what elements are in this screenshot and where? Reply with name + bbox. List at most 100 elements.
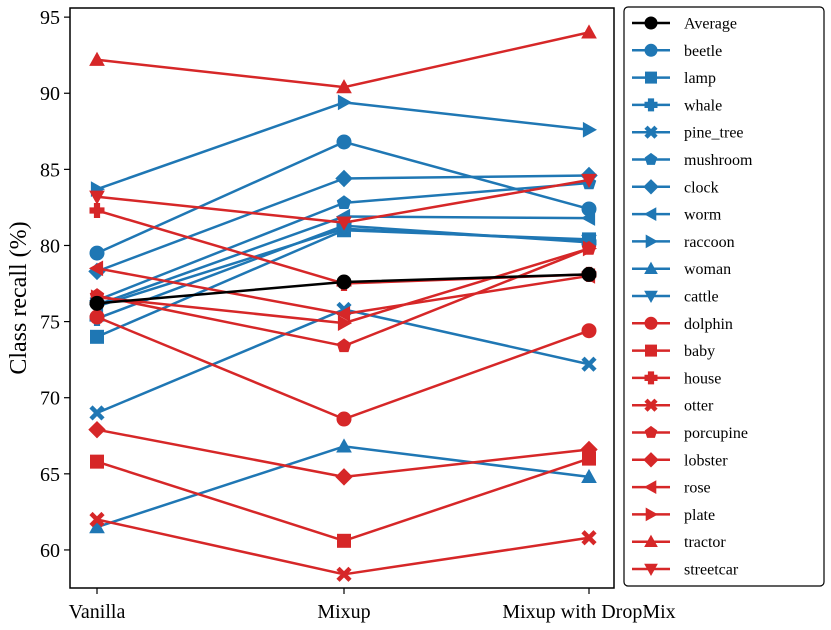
series-streetcar	[89, 173, 597, 231]
legend-item-lamp: lamp	[632, 70, 716, 87]
legend-label: porcupine	[684, 425, 748, 442]
legend-marker	[644, 16, 658, 30]
legend-label: rose	[684, 480, 711, 497]
data-point-rose	[88, 260, 104, 277]
legend-label: lamp	[684, 70, 716, 87]
legend-marker	[645, 234, 659, 249]
y-tick-label: 80	[40, 235, 60, 257]
legend: Average beetle lamp whale pine_tree mushroom c…	[623, 6, 825, 587]
y-tick-label: 60	[40, 540, 60, 562]
legend-marker	[644, 98, 658, 112]
data-point-rose	[335, 306, 351, 322]
legend-item-beetle: beetle	[632, 43, 722, 60]
series-tractor	[89, 24, 597, 94]
data-point-lobster	[335, 468, 353, 486]
series-baby	[90, 451, 596, 548]
legend-item-pine-tree: pine_tree	[632, 125, 744, 142]
data-point-otter	[89, 511, 105, 528]
data-point-beetle	[89, 245, 105, 261]
legend-item-house: house	[632, 370, 721, 387]
legend-item-woman: woman	[632, 261, 731, 278]
data-point-plate	[337, 315, 353, 331]
data-point-tractor	[581, 24, 597, 39]
data-point-lobster	[580, 440, 598, 459]
data-point-clock	[335, 169, 353, 188]
legend-marker	[645, 507, 659, 522]
legend-marker	[644, 261, 658, 274]
data-point-woman	[581, 468, 597, 483]
legend-label: house	[684, 370, 721, 387]
data-point-lobster	[88, 420, 106, 439]
legend-marker	[644, 371, 658, 385]
x-tick-label: Vanilla	[69, 601, 126, 623]
series-lobster	[88, 420, 598, 486]
legend-marker	[644, 425, 658, 438]
series-otter	[89, 511, 597, 582]
y-tick-label: 65	[40, 464, 60, 486]
legend-marker	[644, 398, 658, 412]
legend-label: pine_tree	[684, 125, 744, 142]
data-point-otter	[336, 566, 352, 582]
data-point-streetcar	[89, 190, 105, 205]
data-point-woman	[89, 519, 105, 534]
data-point-baby	[90, 454, 104, 469]
data-point-dolphin	[581, 323, 597, 339]
series-line-tractor	[96, 31, 590, 89]
legend-label: tractor	[684, 534, 726, 551]
legend-item-cattle: cattle	[632, 289, 719, 306]
legend-item-lobster: lobster	[632, 452, 728, 469]
legend-label: whale	[684, 97, 722, 114]
data-point-mushroom	[336, 195, 352, 210]
series-average	[89, 266, 597, 311]
series-line-cattle	[96, 227, 590, 308]
legend-item-plate: plate	[632, 507, 715, 524]
legend-marker	[644, 290, 658, 304]
legend-marker	[643, 452, 659, 468]
legend-item-whale: whale	[632, 97, 722, 114]
legend-label: clock	[684, 179, 719, 196]
legend-label: streetcar	[684, 562, 739, 579]
legend-item-clock: clock	[632, 179, 719, 196]
legend-label: plate	[684, 507, 715, 524]
data-point-plate	[582, 240, 598, 257]
series-dolphin	[89, 309, 597, 427]
legend-label: otter	[684, 398, 714, 415]
data-point-average	[89, 295, 105, 311]
legend-item-otter: otter	[632, 398, 714, 415]
data-point-dolphin	[336, 411, 352, 427]
data-point-pine-tree	[89, 405, 105, 421]
plot-frame	[69, 7, 615, 589]
y-tick-label: 90	[40, 83, 60, 105]
series-beetle	[89, 134, 597, 261]
series-layer	[88, 24, 598, 582]
legend-label: dolphin	[684, 316, 733, 333]
x-tick-label: Mixup	[317, 601, 370, 623]
y-tick-label: 75	[40, 312, 60, 334]
legend-label: raccoon	[684, 234, 735, 251]
data-point-woman	[336, 438, 352, 453]
y-tick-label: 85	[40, 159, 60, 181]
legend-item-rose: rose	[632, 480, 711, 497]
legend-marker	[645, 71, 657, 84]
data-point-raccoon	[582, 121, 598, 138]
data-point-streetcar	[581, 173, 597, 189]
data-point-otter	[581, 530, 597, 546]
data-point-tractor	[336, 79, 352, 94]
data-point-streetcar	[336, 216, 352, 231]
x-tick-label: Mixup with DropMix	[502, 601, 675, 623]
legend-item-streetcar: streetcar	[632, 562, 739, 579]
legend-item-mushroom: mushroom	[632, 152, 753, 169]
legend-marker	[644, 534, 658, 547]
legend-item-dolphin: dolphin	[632, 316, 733, 333]
legend-item-porcupine: porcupine	[632, 425, 748, 442]
data-point-lamp	[90, 329, 104, 344]
data-point-dolphin	[89, 309, 105, 325]
data-point-average	[336, 274, 352, 290]
legend-item-baby: baby	[632, 343, 715, 360]
y-tick-label: 95	[40, 7, 60, 29]
legend-marker	[643, 179, 659, 195]
legend-label: lobster	[684, 452, 728, 469]
data-point-tractor	[89, 51, 105, 66]
legend-label: baby	[684, 343, 715, 360]
